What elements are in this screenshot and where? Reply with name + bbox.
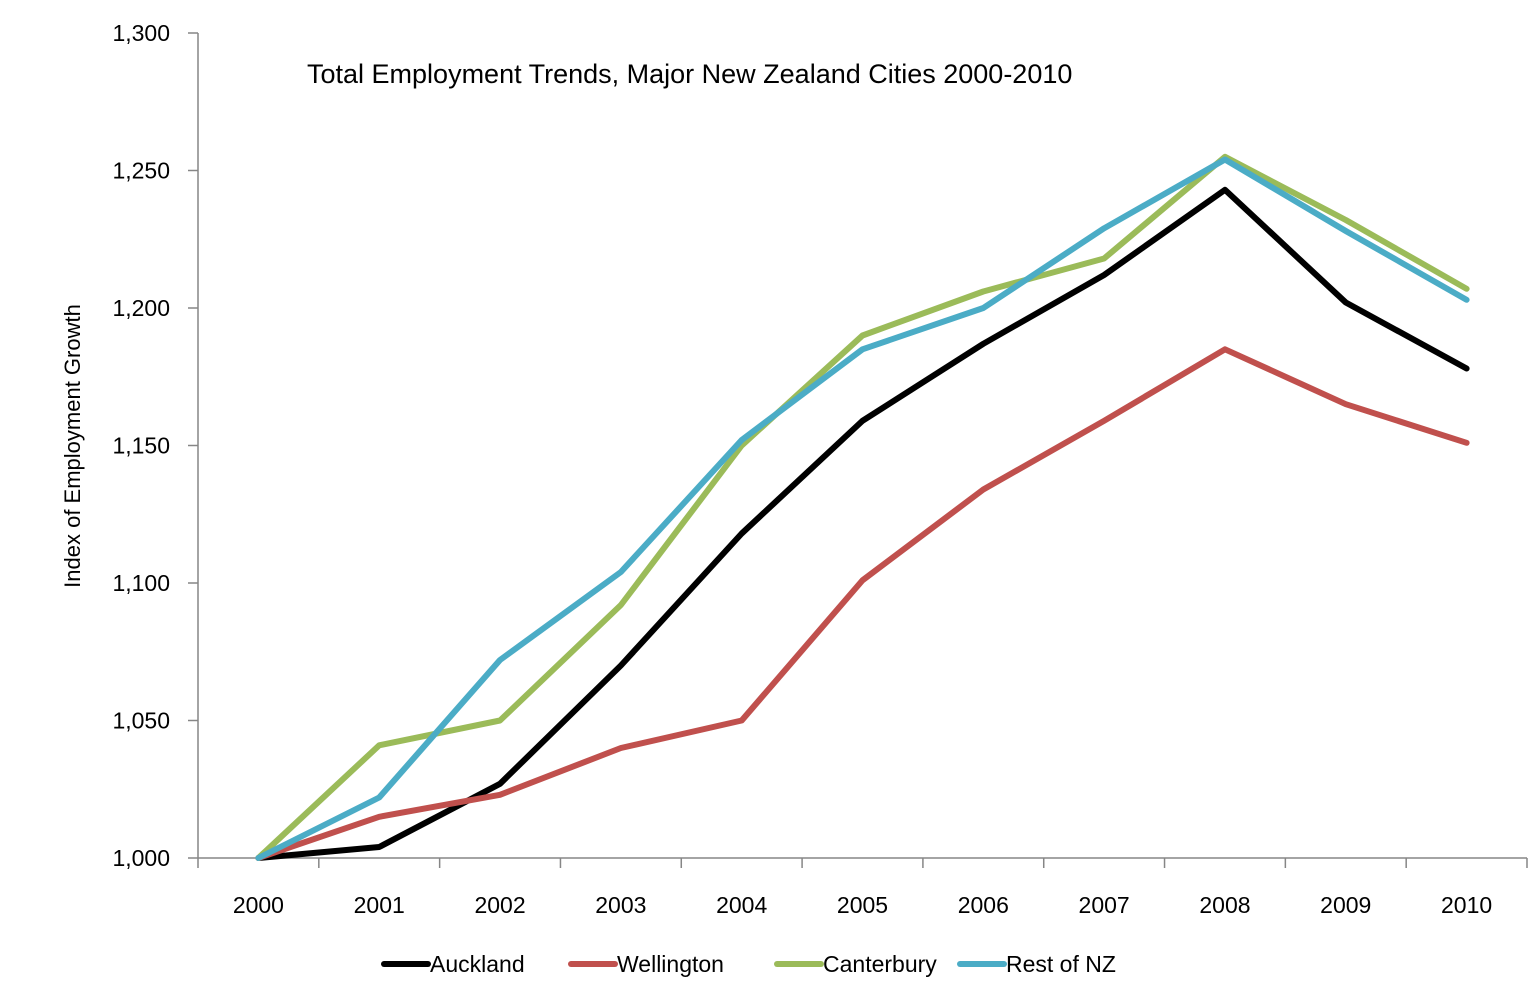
y-tick-label: 1,100 xyxy=(112,570,170,596)
y-tick-label: 1,150 xyxy=(112,433,170,459)
legend-item-rest-of-nz: Rest of NZ xyxy=(957,951,1116,977)
y-axis-ticks: 1,000 1,050 1,100 1,150 1,200 1,250 1,300 xyxy=(112,20,198,871)
legend-item-canterbury: Canterbury xyxy=(774,951,937,977)
series-line-rest-of-nz xyxy=(255,156,1470,861)
x-tick-label: 2001 xyxy=(354,892,405,918)
x-axis-ticks: 2000 2001 2002 2003 2004 2005 2006 2007 2008 2009… xyxy=(197,858,1528,918)
series-line-wellington xyxy=(255,346,1470,861)
legend-label: Canterbury xyxy=(823,951,937,977)
chart-title: Total Employment Trends, Major New Zeala… xyxy=(307,59,1072,89)
y-tick-label: 1,300 xyxy=(112,20,170,46)
y-tick-label: 1,050 xyxy=(112,708,170,734)
legend-item-auckland: Auckland xyxy=(381,951,525,977)
x-tick-label: 2009 xyxy=(1320,892,1371,918)
legend-item-wellington: Wellington xyxy=(568,951,724,977)
series-line-canterbury xyxy=(255,153,1470,861)
x-tick-label: 2010 xyxy=(1441,892,1492,918)
x-tick-label: 2000 xyxy=(233,892,284,918)
x-tick-label: 2008 xyxy=(1199,892,1250,918)
series-line-auckland xyxy=(255,186,1470,861)
y-tick-label: 1,250 xyxy=(112,158,170,184)
legend-label: Wellington xyxy=(617,951,724,977)
series-lines xyxy=(255,153,1470,861)
legend-label: Rest of NZ xyxy=(1006,951,1116,977)
x-tick-label: 2005 xyxy=(837,892,888,918)
y-axis-label: Index of Employment Growth xyxy=(60,304,85,588)
y-tick-label: 1,200 xyxy=(112,295,170,321)
legend-label: Auckland xyxy=(430,951,525,977)
legend: Auckland Wellington Canterbury Rest of NZ xyxy=(381,951,1116,977)
x-tick-label: 2003 xyxy=(595,892,646,918)
x-tick-label: 2002 xyxy=(474,892,525,918)
x-tick-label: 2006 xyxy=(958,892,1009,918)
y-tick-label: 1,000 xyxy=(112,845,170,871)
x-tick-label: 2007 xyxy=(1079,892,1130,918)
axes xyxy=(197,33,1527,859)
x-tick-label: 2004 xyxy=(716,892,767,918)
